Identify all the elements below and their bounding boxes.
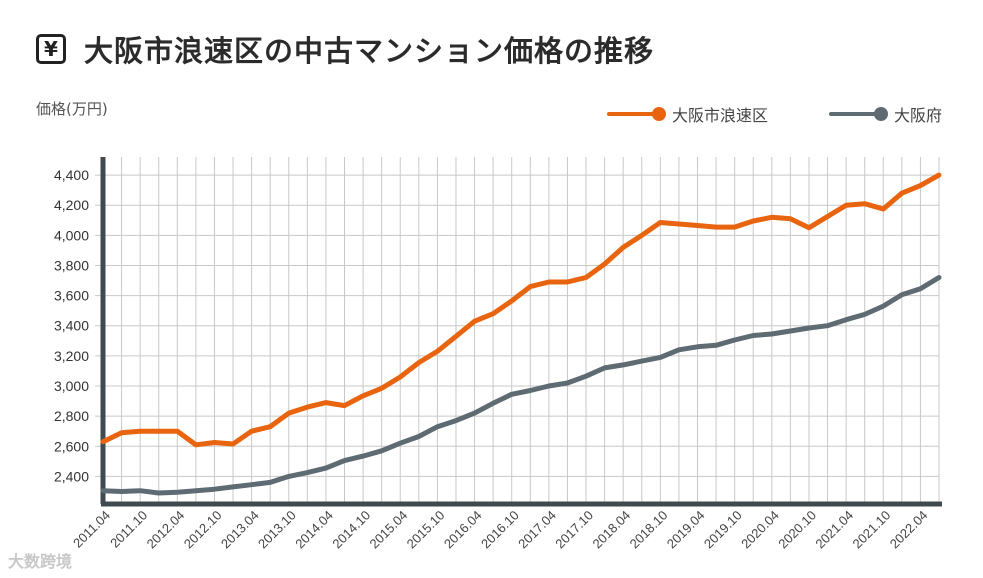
x-tick-label: 2012.04: [144, 508, 188, 552]
x-tick-label: 2022.04: [887, 508, 931, 552]
legend-line-icon: [829, 107, 888, 121]
x-tick-label: 2014.10: [329, 508, 373, 552]
x-tick-label: 2019.04: [664, 508, 708, 552]
y-tick-label: 3,200: [54, 348, 89, 364]
y-tick-label: 4,000: [54, 227, 89, 243]
x-tick-label: 2021.10: [850, 508, 894, 552]
x-tick-label: 2012.10: [181, 508, 225, 552]
x-tick-label: 2013.04: [218, 508, 262, 552]
x-tick-label: 2020.10: [775, 508, 819, 552]
y-tick-label: 4,400: [54, 167, 89, 183]
legend-item-naniwa: 大阪市浪速区: [607, 102, 768, 126]
x-tick-label: 2017.04: [515, 508, 559, 552]
x-tick-label: 2013.10: [255, 508, 299, 552]
legend-item-osaka: 大阪府: [829, 102, 942, 126]
y-tick-label: 3,600: [54, 288, 89, 304]
legend-line-icon: [607, 107, 666, 121]
yen-icon: ¥: [36, 34, 66, 64]
series-line-naniwa: [100, 172, 942, 448]
y-tick-label: 3,400: [54, 318, 89, 334]
x-tick-label: 2011.10: [107, 508, 150, 551]
x-tick-label: 2016.04: [441, 508, 485, 552]
y-tick-label: 3,000: [54, 378, 89, 394]
x-tick-label: 2015.10: [404, 508, 448, 552]
legend-label: 大阪府: [894, 106, 943, 125]
x-tick-label: 2011.04: [70, 508, 113, 551]
y-tick-label: 3,800: [54, 257, 89, 273]
x-tick-label: 2017.10: [552, 508, 596, 552]
series-line-osaka: [100, 275, 942, 496]
page-title: 大阪市浪速区の中古マンション価格の推移: [84, 34, 655, 68]
y-axis-label: 価格(万円): [36, 100, 108, 118]
y-tick-label: 2,400: [54, 468, 89, 484]
y-tick-label: 2,800: [54, 408, 89, 424]
x-tick-label: 2021.04: [812, 508, 856, 552]
legend-label: 大阪市浪速区: [672, 106, 769, 125]
x-tick-label: 2014.04: [292, 508, 336, 552]
x-tick-label: 2018.10: [627, 508, 671, 552]
x-tick-label: 2015.04: [367, 508, 411, 552]
x-tick-label: 2016.10: [478, 508, 522, 552]
y-tick-label: 4,200: [54, 197, 89, 213]
x-tick-label: 2018.04: [589, 508, 633, 552]
y-tick-label: 2,600: [54, 438, 89, 454]
watermark: 大数跨境: [8, 552, 73, 571]
title-row: ¥ 大阪市浪速区の中古マンション価格の推移: [36, 28, 654, 70]
x-tick-label: 2019.10: [701, 508, 745, 552]
x-tick-label: 2020.04: [738, 508, 782, 552]
